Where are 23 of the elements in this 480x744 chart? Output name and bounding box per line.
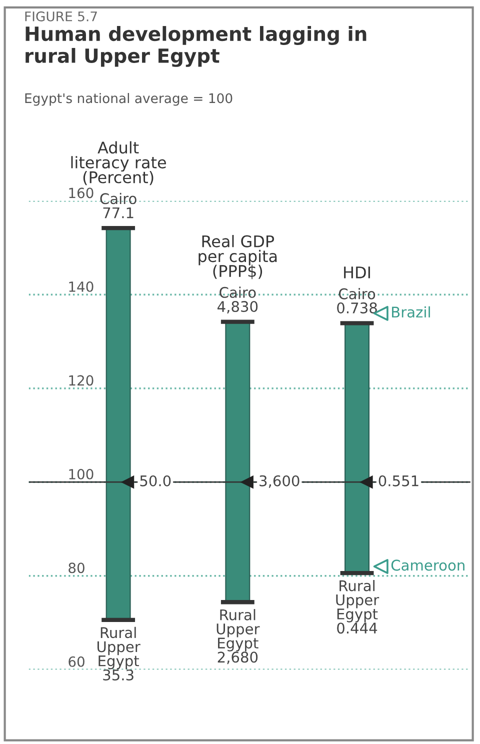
- y-tick-label: 140: [69, 281, 94, 292]
- annotation: 0.551: [378, 475, 418, 486]
- y-tick-label: 120: [69, 375, 94, 386]
- chart-subtitle: Egypt's national average = 100: [25, 93, 232, 106]
- x-tick-label: HDI: [344, 266, 370, 278]
- y-tick-label: 80: [68, 562, 84, 574]
- annotation: 3,600: [260, 475, 300, 488]
- series-label: Brazil: [392, 306, 430, 318]
- annotation: Rural Upper Egypt 35.3: [98, 626, 140, 680]
- x-tick-label: Real GDP per capita (PPP$): [198, 234, 277, 280]
- annotation: Cairo 77.1: [100, 192, 136, 218]
- annotation: Rural Upper Egypt 0.444: [336, 580, 380, 634]
- annotation: Rural Upper Egypt 2,680: [216, 609, 260, 664]
- y-tick-label: 100: [69, 468, 94, 480]
- series-label: Cameroon: [391, 560, 464, 571]
- x-tick-label: Adult literacy rate (Percent): [71, 141, 166, 186]
- y-tick-label: 60: [68, 656, 84, 667]
- chart-title: Human development lagging in rural Upper Egypt: [26, 26, 366, 67]
- caption: FIGURE 5.7: [25, 11, 97, 22]
- annotation: 50.0: [140, 475, 171, 486]
- annotation: Cairo 0.738: [337, 288, 377, 314]
- y-tick-label: 160: [69, 188, 94, 198]
- annotation: Cairo 4,830: [218, 286, 258, 314]
